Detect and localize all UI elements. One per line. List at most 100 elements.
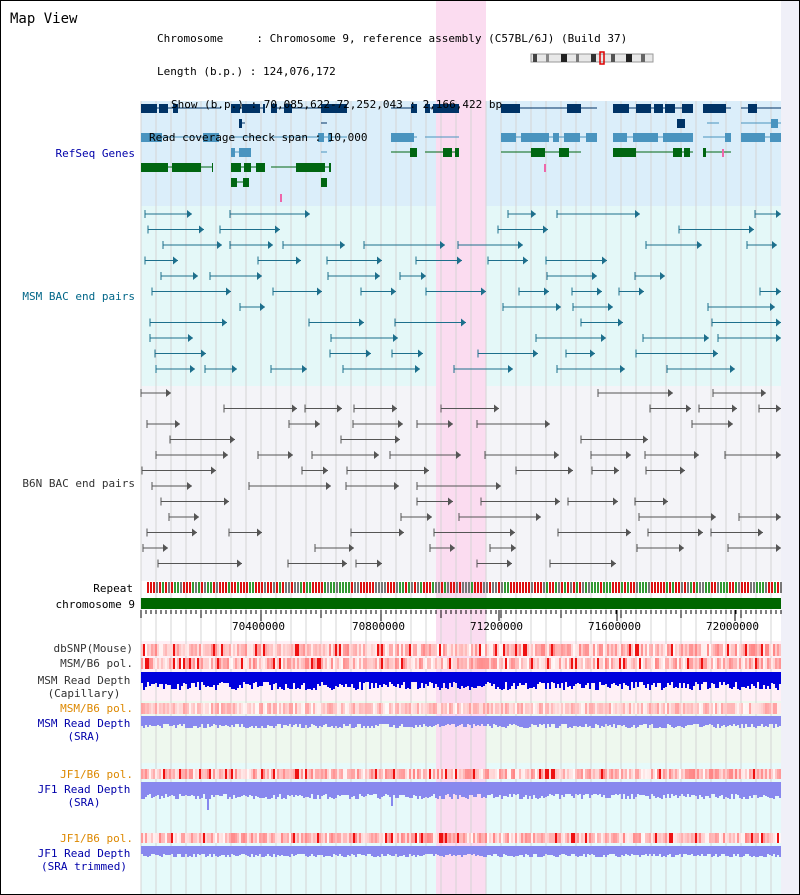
snp-density-cell bbox=[199, 769, 201, 779]
repeat-element bbox=[489, 582, 491, 593]
repeat-element bbox=[495, 582, 497, 593]
snp-density-cell bbox=[745, 703, 747, 714]
track-label-chromosome[interactable]: chromosome 9 bbox=[55, 598, 135, 611]
read-depth-bar bbox=[233, 716, 235, 727]
track-label-msm-depth-sra[interactable]: MSM Read Depth (SRA) bbox=[31, 717, 137, 743]
read-depth-bar bbox=[387, 716, 389, 724]
snp-density-cell bbox=[335, 703, 337, 714]
snp-density-cell bbox=[759, 769, 761, 779]
b6n-bac-end-arrow bbox=[680, 466, 685, 475]
read-depth-bar bbox=[755, 782, 757, 795]
snp-density-cell bbox=[633, 769, 635, 779]
snp-density-cell bbox=[751, 769, 753, 779]
snp-density-cell bbox=[453, 644, 455, 656]
track-label-msm-depth-capillary[interactable]: MSM Read Depth (Capillary) bbox=[31, 674, 137, 700]
snp-density-cell bbox=[563, 833, 565, 843]
read-depth-bar bbox=[197, 672, 199, 682]
b6n-bac-end-arrow bbox=[194, 513, 199, 521]
snp-density-cell bbox=[497, 658, 499, 669]
read-depth-bar bbox=[373, 672, 375, 688]
read-depth-bar bbox=[231, 782, 233, 799]
read-depth-bar bbox=[289, 782, 291, 796]
track-label-jf1-depth-trimmed[interactable]: JF1 Read Depth (SRA trimmed) bbox=[31, 847, 137, 873]
snp-density-cell bbox=[739, 658, 741, 669]
track-label-b6n-bac[interactable]: B6N BAC end pairs bbox=[22, 477, 135, 490]
snp-density-cell bbox=[717, 703, 719, 714]
track-label-refseq[interactable]: RefSeq Genes bbox=[55, 147, 135, 160]
read-depth-bar bbox=[659, 846, 661, 854]
snp-density-cell bbox=[203, 644, 205, 656]
snp-density-cell bbox=[171, 833, 173, 843]
snp-density-cell bbox=[723, 658, 725, 669]
snp-density-cell bbox=[669, 658, 671, 669]
track-label-jf1-depth-sra[interactable]: JF1 Read Depth (SRA) bbox=[31, 783, 137, 809]
snp-density-cell bbox=[509, 833, 511, 843]
track-label-jf1-pol-2[interactable]: JF1/B6 pol. bbox=[60, 832, 133, 845]
read-depth-bar bbox=[731, 716, 733, 726]
snp-density-cell bbox=[681, 644, 683, 656]
track-label-jf1-pol[interactable]: JF1/B6 pol. bbox=[60, 768, 133, 781]
snp-density-cell bbox=[543, 658, 545, 669]
snp-density-cell bbox=[559, 644, 561, 656]
snp-density-cell bbox=[289, 644, 291, 656]
msm-bac-end-arrow bbox=[602, 256, 607, 265]
snp-density-cell bbox=[449, 833, 451, 843]
track-label-msm-bac[interactable]: MSM BAC end pairs bbox=[22, 290, 135, 303]
refseq-gene-exon bbox=[231, 163, 241, 172]
read-depth-bar bbox=[513, 672, 515, 683]
msm-bac-end-arrow bbox=[393, 334, 398, 342]
snp-density-cell bbox=[301, 658, 303, 669]
b6n-bac-end-arrow bbox=[187, 482, 192, 490]
b6n-bac-end-arrow bbox=[257, 528, 262, 537]
read-depth-bar bbox=[507, 716, 509, 726]
snp-density-cell bbox=[605, 644, 607, 656]
repeat-element bbox=[645, 582, 647, 593]
snp-density-cell bbox=[341, 769, 343, 779]
snp-density-cell bbox=[145, 703, 147, 714]
snp-density-cell bbox=[307, 658, 309, 669]
repeat-element bbox=[183, 582, 185, 593]
repeat-element bbox=[579, 582, 581, 593]
read-depth-bar bbox=[245, 672, 247, 684]
repeat-element bbox=[657, 582, 659, 593]
track-label-dbsnp[interactable]: dbSNP(Mouse) bbox=[53, 642, 133, 655]
track-label-repeat[interactable]: Repeat bbox=[93, 582, 133, 595]
msm-bac-end-arrow bbox=[597, 287, 602, 296]
snp-density-cell bbox=[625, 769, 627, 779]
snp-density-cell bbox=[769, 658, 771, 669]
track-label-msm-pol[interactable]: MSM/B6 pol. bbox=[60, 657, 133, 670]
msm-bac-end-arrow bbox=[421, 272, 426, 280]
snp-density-cell bbox=[485, 769, 487, 779]
read-depth-bar bbox=[577, 782, 579, 795]
repeat-element bbox=[606, 582, 608, 593]
snp-density-cell bbox=[529, 644, 531, 656]
read-depth-bar bbox=[323, 716, 325, 725]
read-depth-bar bbox=[687, 846, 689, 855]
read-depth-bar bbox=[725, 716, 727, 727]
read-depth-bar bbox=[471, 846, 473, 855]
read-depth-bar bbox=[393, 672, 395, 686]
read-depth-bar bbox=[451, 846, 453, 856]
read-depth-bar bbox=[329, 716, 331, 727]
snp-density-cell bbox=[581, 658, 583, 669]
snp-density-cell bbox=[709, 769, 711, 779]
read-depth-bar bbox=[421, 782, 423, 799]
snp-density-cell bbox=[469, 833, 471, 843]
read-depth-bar bbox=[411, 782, 413, 798]
repeat-element bbox=[624, 582, 626, 593]
read-depth-bar bbox=[521, 672, 523, 685]
read-depth-bar bbox=[731, 782, 733, 794]
repeat-element bbox=[678, 582, 680, 593]
snp-density-cell bbox=[205, 703, 207, 714]
read-depth-bar bbox=[739, 846, 741, 857]
track-label-msm-pol-2[interactable]: MSM/B6 pol. bbox=[60, 702, 133, 715]
snp-density-cell bbox=[249, 658, 251, 669]
snp-density-cell bbox=[511, 644, 513, 656]
read-depth-bar bbox=[169, 846, 171, 855]
snp-density-cell bbox=[685, 644, 687, 656]
snp-density-cell bbox=[353, 658, 355, 669]
read-depth-bar bbox=[639, 716, 641, 725]
read-depth-bar bbox=[625, 716, 627, 727]
b6n-bac-end-arrow bbox=[166, 389, 171, 397]
